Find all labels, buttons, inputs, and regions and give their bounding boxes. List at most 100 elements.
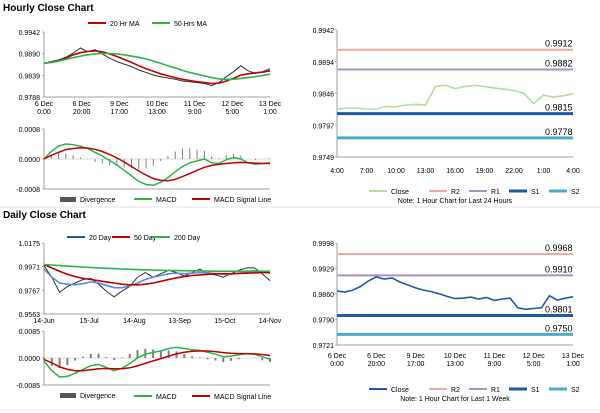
hourly-price-y-tick-label: 0.9788 xyxy=(19,95,41,102)
daily-price-x-tick-label: 14-Jun xyxy=(33,318,55,325)
daily-price-x-tick-label: 14-Nov xyxy=(259,318,282,325)
hourly-macd-y-tick-label: 0.0000 xyxy=(19,157,41,164)
daily-macd-signal-series-line xyxy=(43,350,271,372)
hourly-price-y-tick-label: 0.9942 xyxy=(19,30,41,37)
daily-levels-level-r2-label: 0.9968 xyxy=(545,243,573,253)
daily-ma50-series-line xyxy=(43,263,270,286)
hourly-price-x-tick-label: 20:00 xyxy=(73,109,91,116)
daily-price-legend-label: 200 Day xyxy=(174,235,201,242)
daily-macd-legend-swatch xyxy=(60,393,76,398)
hourly-price-x-tick-label: 17:00 xyxy=(111,109,129,116)
daily-macd-legend-label: MACD Signal Line xyxy=(214,394,271,401)
hourly-levels-x-tick-label: 19:00 xyxy=(476,168,494,175)
daily-levels-x-tick-label: 5:00 xyxy=(527,361,541,368)
daily-levels-legend-label: S1 xyxy=(531,387,540,394)
daily-levels-x-tick-label: 6 Dec xyxy=(328,353,347,360)
hourly-price-x-tick-label: 6 Dec xyxy=(35,101,54,108)
hourly-macd-legend-label: MACD xyxy=(156,197,177,204)
daily-levels-note: Note: 1 Hour Chart for Last 1 Week xyxy=(400,396,510,403)
hourly-price-x-tick-label: 12 Dec xyxy=(221,101,244,108)
daily-macd-y-tick-label: 0.0000 xyxy=(19,356,41,363)
hourly-macd-legend-label: MACD Signal Line xyxy=(214,197,271,204)
hourly-price-legend-label: 50 Hrs MA xyxy=(174,21,207,28)
hourly-price-x-tick-label: 13:00 xyxy=(148,109,166,116)
hourly-levels-x-tick-label: 22:00 xyxy=(505,168,523,175)
daily-ma200-series-line xyxy=(43,263,270,273)
daily-price-x-tick-label: 13-Sep xyxy=(168,318,191,325)
hourly-price-x-tick-label: 0:00 xyxy=(37,109,51,116)
daily-levels-x-tick-label: 13 Dec xyxy=(562,353,585,360)
hourly-levels-level-s1-label: 0.9815 xyxy=(545,103,573,113)
hourly-macd-legend-label: Divergence xyxy=(80,197,116,204)
hourly-levels-legend-label: S1 xyxy=(531,189,540,196)
daily-levels-x-tick-label: 13:00 xyxy=(446,361,464,368)
daily-levels-x-tick-label: 17:00 xyxy=(407,361,425,368)
daily-macd-series-line xyxy=(43,346,271,378)
hourly-macd-series-line xyxy=(43,143,271,187)
daily-price-legend-label: 50 Day xyxy=(134,235,157,242)
daily-levels-x-tick-label: 9:00 xyxy=(488,361,502,368)
daily-levels-x-tick-label: 9 Dec xyxy=(407,353,426,360)
daily-levels-x-tick-label: 11 Dec xyxy=(483,353,505,360)
daily-macd-y-tick-label: 0.0085 xyxy=(19,329,41,336)
hourly-ma50-series-line xyxy=(43,52,271,81)
hourly-levels-level-s2-label: 0.9778 xyxy=(545,127,573,137)
daily-levels-y-tick-label: 0.9929 xyxy=(313,267,335,274)
hourly-levels-legend-label: Close xyxy=(391,189,409,196)
hourly-price-x-tick-label: 6 Dec xyxy=(73,101,92,108)
hourly-levels-legend-label: R1 xyxy=(491,189,500,196)
daily-price-x-tick-label: 15-Oct xyxy=(214,318,235,325)
daily-levels-x-tick-label: 10 Dec xyxy=(444,353,467,360)
daily-levels-x-tick-label: 0:00 xyxy=(330,361,344,368)
daily-macd-legend-label: MACD xyxy=(156,394,177,401)
daily-price-y-tick-label: 0.9563 xyxy=(19,312,41,319)
hourly-levels-y-tick-label: 0.9797 xyxy=(313,123,335,130)
hourly-levels-level-r2-label: 0.9912 xyxy=(545,39,573,49)
hourly-levels-close-series-line xyxy=(336,84,574,110)
daily-levels-level-s2-label: 0.9750 xyxy=(545,323,573,333)
hourly-levels-x-tick-label: 13:00 xyxy=(417,168,435,175)
daily-price-y-tick-label: 0.9971 xyxy=(19,265,41,272)
hourly-price-legend-label: 20 Hr MA xyxy=(110,21,140,28)
daily-levels-x-tick-label: 1:00 xyxy=(566,361,580,368)
hourly-levels-x-tick-label: 7:00 xyxy=(360,168,374,175)
hourly-levels-x-tick-label: 4:00 xyxy=(330,168,344,175)
hourly-macd-signal-series-line xyxy=(43,147,270,182)
daily-levels-y-tick-label: 0.9998 xyxy=(313,241,335,248)
hourly-price-x-tick-label: 1:00 xyxy=(263,109,277,116)
daily-levels-x-tick-label: 20:00 xyxy=(368,361,386,368)
daily-levels-level-s1-label: 0.9801 xyxy=(545,305,573,315)
hourly-levels-legend-label: S2 xyxy=(571,189,580,196)
hourly-price-x-tick-label: 10 Dec xyxy=(146,101,169,108)
daily-levels-legend-label: Close xyxy=(391,387,409,394)
daily-levels-legend-label: R2 xyxy=(451,387,460,394)
hourly-levels-y-tick-label: 0.9846 xyxy=(313,92,335,99)
hourly-price-x-tick-label: 5:00 xyxy=(226,109,240,116)
daily-levels-legend-label: R1 xyxy=(491,387,500,394)
hourly-chart-title: Hourly Close Chart xyxy=(3,3,94,14)
hourly-price-x-tick-label: 9 Dec xyxy=(110,101,129,108)
daily-price-y-tick-label: 0.9767 xyxy=(19,288,41,295)
daily-levels-y-tick-label: 0.9790 xyxy=(313,318,335,325)
hourly-levels-x-tick-label: 1:00 xyxy=(537,168,551,175)
hourly-price-x-tick-label: 9:00 xyxy=(188,109,202,116)
hourly-price-series-line xyxy=(43,47,271,87)
daily-levels-y-tick-label: 0.9860 xyxy=(313,292,335,299)
hourly-levels-level-r1-label: 0.9882 xyxy=(545,58,573,68)
hourly-price-y-tick-label: 0.9890 xyxy=(19,52,41,59)
hourly-levels-x-tick-label: 10:00 xyxy=(387,168,405,175)
daily-levels-level-r1-label: 0.9910 xyxy=(545,264,573,274)
hourly-levels-x-tick-label: 16:00 xyxy=(446,168,464,175)
hourly-levels-y-tick-label: 0.9749 xyxy=(313,155,335,162)
hourly-levels-note: Note: 1 Hour Chart for Last 24 Hours xyxy=(398,198,513,205)
daily-price-y-tick-label: 1.0175 xyxy=(19,241,41,248)
hourly-levels-legend-label: R2 xyxy=(451,189,460,196)
daily-price-x-tick-label: 15-Jul xyxy=(80,318,100,325)
hourly-price-x-tick-label: 13 Dec xyxy=(259,101,282,108)
daily-macd-legend-label: Divergence xyxy=(80,393,116,400)
daily-levels-y-tick-label: 0.9721 xyxy=(313,343,335,350)
daily-levels-close-series-line xyxy=(336,276,574,311)
daily-levels-x-tick-label: 12 Dec xyxy=(523,353,546,360)
hourly-macd-y-tick-label: -0.0008 xyxy=(16,187,40,194)
